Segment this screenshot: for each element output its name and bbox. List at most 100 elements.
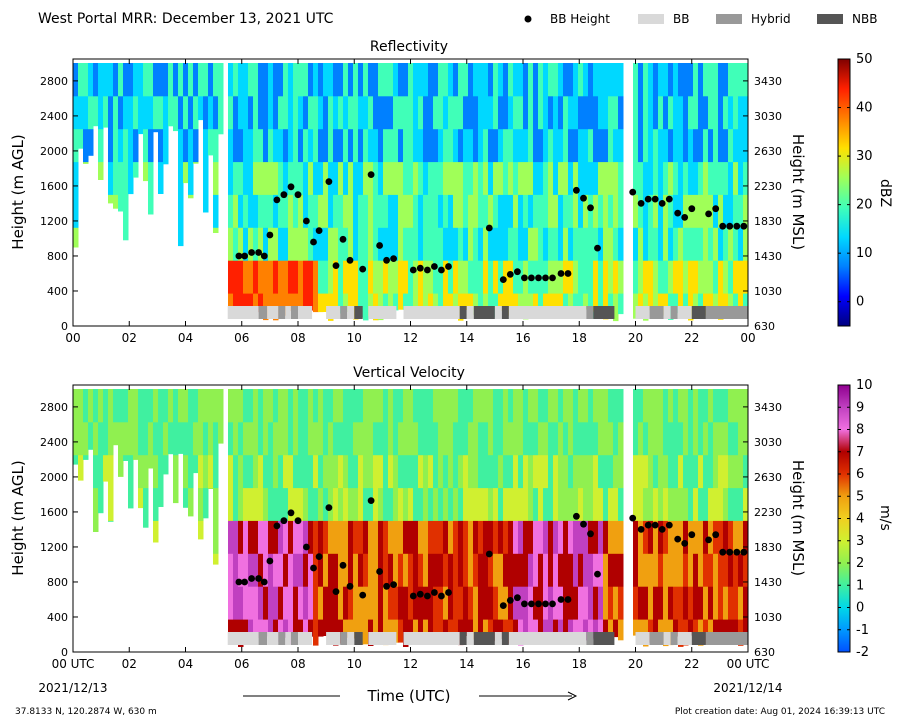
heatmap-cell [403, 194, 409, 228]
heatmap-cell [498, 520, 504, 554]
velocity-bb-classification [227, 632, 748, 645]
heatmap-cell [173, 421, 179, 456]
heatmap-cell [473, 128, 479, 163]
heatmap-cell [263, 454, 269, 489]
bb-height-point [325, 504, 333, 511]
heatmap-cell [193, 161, 199, 164]
heatmap-cell [553, 293, 559, 309]
heatmap-cell [253, 95, 259, 130]
heatmap-cell [318, 520, 324, 554]
heatmap-cell [283, 161, 289, 195]
heatmap-cell [633, 194, 639, 228]
heatmap-cell [558, 260, 564, 294]
heatmap-cell [478, 553, 484, 587]
heatmap-cell [413, 487, 419, 521]
heatmap-cell [593, 161, 599, 195]
heatmap-cell [583, 260, 589, 294]
heatmap-cell [663, 128, 669, 163]
heatmap-cell [438, 553, 444, 587]
heatmap-cell [713, 128, 719, 163]
bb-height-point [594, 244, 601, 252]
heatmap-cell [383, 553, 389, 587]
heatmap-cell [513, 194, 519, 228]
heatmap-cell [683, 487, 689, 521]
bb-height-point [587, 530, 594, 538]
heatmap-cell [403, 161, 409, 195]
heatmap-cell [243, 454, 249, 489]
heatmap-cell [493, 454, 499, 489]
heatmap-cell [528, 553, 534, 587]
heatmap-cell [733, 293, 739, 318]
heatmap-cell [248, 421, 254, 456]
heatmap-cell [158, 161, 164, 194]
heatmap-cell [123, 389, 129, 423]
heatmap-cell [143, 95, 149, 130]
heatmap-cell [413, 161, 419, 195]
heatmap-cell [548, 421, 554, 456]
heatmap-cell [728, 194, 734, 228]
bb-height-point [705, 210, 712, 218]
heatmap-cell [363, 260, 369, 294]
heatmap-cell [203, 95, 209, 130]
heatmap-cell [638, 421, 644, 456]
heatmap-cell [163, 161, 169, 165]
heatmap-cell [238, 63, 244, 97]
heatmap-cell [243, 421, 249, 456]
heatmap-cell [423, 194, 429, 228]
heatmap-cell [233, 553, 239, 587]
heatmap-cell [723, 586, 729, 620]
heatmap-cell [593, 619, 599, 639]
heatmap-cell [728, 586, 734, 620]
heatmap-cell [603, 619, 609, 635]
heatmap-cell [698, 553, 704, 587]
heatmap-cell [593, 454, 599, 489]
heatmap-cell [258, 487, 264, 521]
heatmap-cell [348, 619, 354, 644]
heatmap-cell [303, 553, 309, 587]
heatmap-cell [508, 553, 514, 587]
heatmap-cell [428, 260, 434, 294]
heatmap-cell [208, 487, 214, 489]
heatmap-cell [653, 487, 659, 521]
heatmap-cell [658, 227, 664, 261]
heatmap-cell [393, 553, 399, 587]
heatmap-cell [653, 293, 659, 315]
heatmap-cell [353, 520, 359, 554]
heatmap-cell [448, 586, 454, 620]
heatmap-cell [698, 293, 704, 313]
heatmap-cell [423, 487, 429, 521]
heatmap-cell [508, 95, 514, 130]
heatmap-cell [453, 95, 459, 130]
heatmap-cell [498, 260, 504, 294]
heatmap-cell [718, 487, 724, 521]
x-tick-label: 10 [347, 331, 362, 345]
heatmap-cell [678, 586, 684, 620]
y2-tick-label: 2630 [754, 471, 782, 484]
heatmap-cell [283, 619, 289, 638]
heatmap-cell [733, 520, 739, 554]
heatmap-cell [433, 487, 439, 521]
heatmap-cell [258, 454, 264, 489]
y2-tick-label: 3030 [754, 436, 782, 449]
heatmap-cell [283, 194, 289, 228]
heatmap-cell [383, 227, 389, 261]
heatmap-cell [353, 161, 359, 195]
heatmap-cell [633, 586, 639, 620]
heatmap-cell [318, 194, 324, 228]
heatmap-cell [288, 487, 294, 521]
heatmap-cell [553, 454, 559, 489]
heatmap-cell [538, 553, 544, 587]
heatmap-cell [153, 520, 159, 543]
heatmap-cell [178, 161, 184, 195]
heatmap-cell [453, 161, 459, 195]
heatmap-cell [298, 421, 304, 456]
heatmap-cell [343, 227, 349, 261]
heatmap-cell [483, 421, 489, 456]
heatmap-cell [203, 194, 209, 213]
bb-height-point [294, 191, 302, 199]
heatmap-cell [498, 389, 504, 423]
heatmap-cell [643, 95, 649, 130]
heatmap-cell [363, 194, 369, 228]
heatmap-cell [463, 487, 469, 521]
heatmap-cell [303, 194, 309, 228]
